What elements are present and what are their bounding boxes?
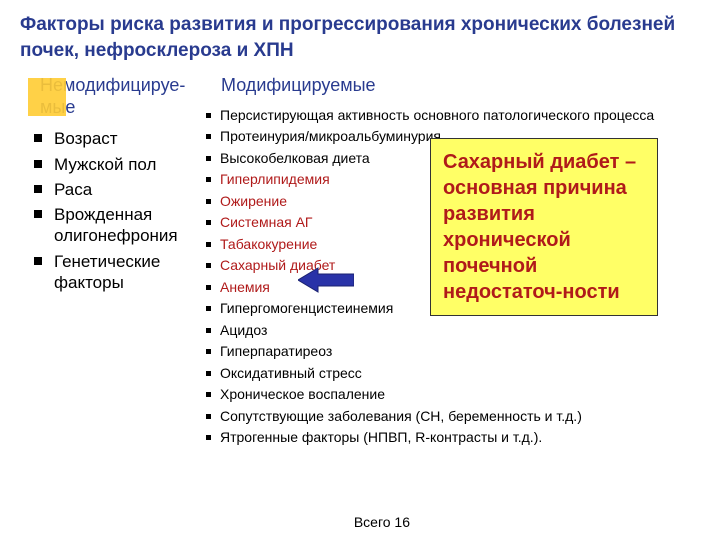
list-item: Оксидативный стресс [206, 365, 700, 383]
list-item: Ацидоз [206, 322, 700, 340]
list-item: Врожденная олигонефрония [40, 204, 176, 247]
list-item: Гиперпаратиреоз [206, 343, 700, 361]
list-item: Раса [40, 179, 176, 200]
list-item: Хроническое воспаление [206, 386, 700, 404]
callout-box: Сахарный диабет – основная причина разви… [430, 138, 658, 316]
list-item: Персистирующая активность основного пато… [206, 107, 700, 125]
left-column-list: Возраст Мужской пол Раса Врожденная олигоне… [20, 128, 176, 293]
list-item: Возраст [40, 128, 176, 149]
slide-title: Факторы риска развития и прогрессировани… [0, 0, 720, 75]
arrow-icon [298, 266, 354, 299]
list-item: Сопутствующие заболевания (СН, беременно… [206, 408, 700, 426]
middle-column-header: Модифицируемые [186, 75, 700, 97]
left-column: Немодифицируе-мые ВозрастМужской полРаса… [20, 75, 176, 451]
list-item: Ятрогенные факторы (НПВП, R-контрасты и … [206, 429, 700, 447]
title-decoration [28, 78, 66, 116]
footer-count: Всего 16 [354, 514, 410, 530]
list-item: Генетические факторы [40, 251, 176, 294]
list-item: Мужской пол [40, 154, 176, 175]
